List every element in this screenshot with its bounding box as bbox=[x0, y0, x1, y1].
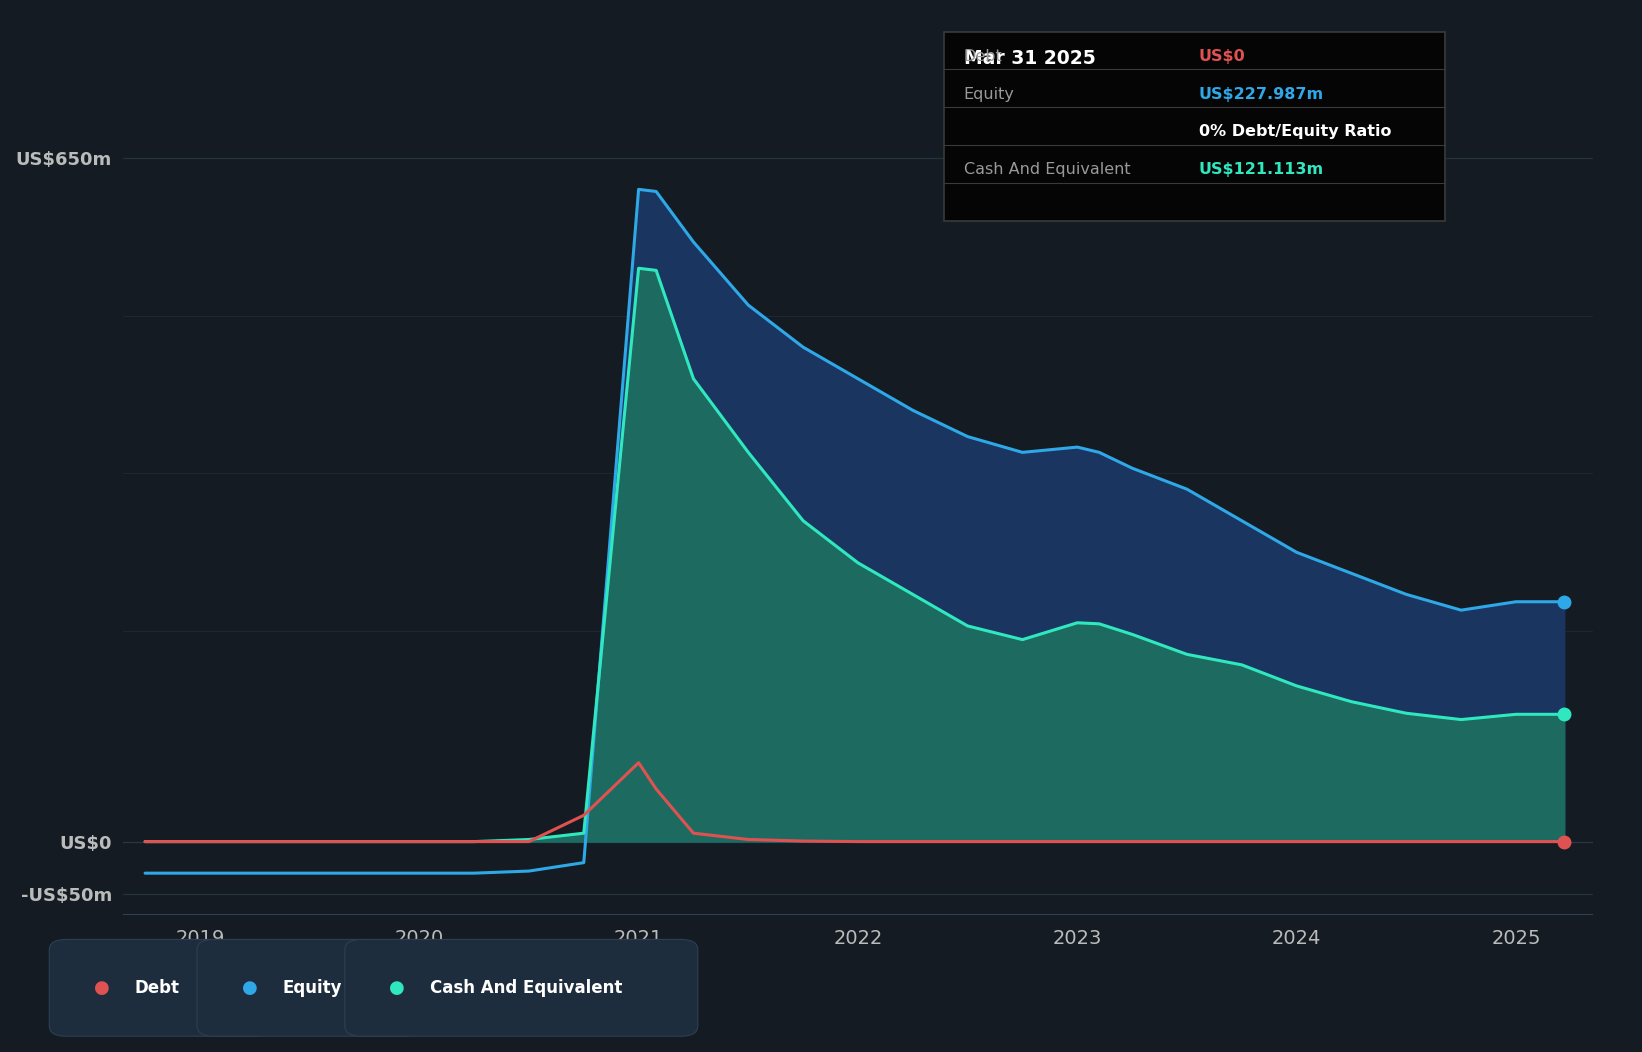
Text: Cash And Equivalent: Cash And Equivalent bbox=[964, 162, 1130, 178]
Text: US$121.113m: US$121.113m bbox=[1199, 162, 1323, 178]
Text: Cash And Equivalent: Cash And Equivalent bbox=[430, 978, 622, 997]
Text: Mar 31 2025: Mar 31 2025 bbox=[964, 49, 1095, 68]
Text: Equity: Equity bbox=[964, 86, 1015, 102]
Text: Equity: Equity bbox=[282, 978, 342, 997]
Text: ●: ● bbox=[389, 978, 406, 997]
Text: 0% Debt/Equity Ratio: 0% Debt/Equity Ratio bbox=[1199, 124, 1391, 140]
Text: Debt: Debt bbox=[964, 48, 1003, 64]
Text: ●: ● bbox=[94, 978, 110, 997]
Text: US$0: US$0 bbox=[1199, 48, 1245, 64]
Text: ●: ● bbox=[241, 978, 258, 997]
Text: Debt: Debt bbox=[135, 978, 179, 997]
Text: US$227.987m: US$227.987m bbox=[1199, 86, 1323, 102]
